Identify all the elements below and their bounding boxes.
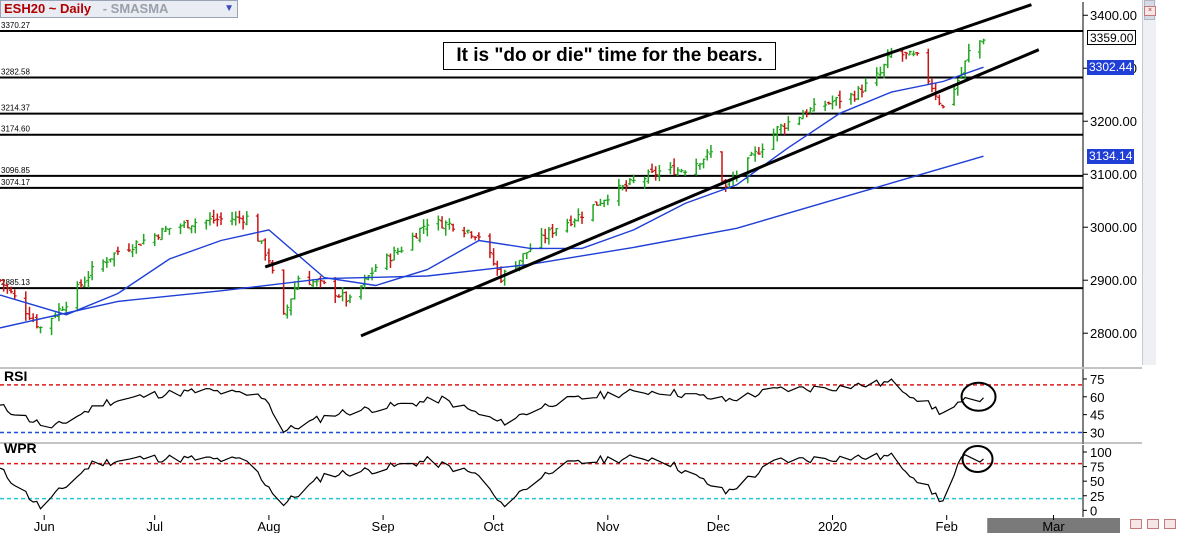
- rsi-highlight-circle: [960, 381, 997, 412]
- price-label: 3134.14: [1087, 149, 1135, 165]
- sma-long-line: [0, 155, 984, 329]
- wpr-line: [0, 452, 984, 510]
- level-label: 3096.85: [1, 166, 30, 175]
- level-label: 3370.27: [1, 21, 30, 30]
- x-tick-label: Jun: [34, 519, 55, 533]
- price-label: 3302.44: [1087, 59, 1135, 75]
- close-icon[interactable]: ×: [1144, 6, 1156, 16]
- sma-short-line: [0, 66, 984, 316]
- horizontal-levels: 3370.27 3282.58 3214.37 3174.60 3096.85 3074.…: [0, 21, 1083, 290]
- window-button-middle[interactable]: [1147, 519, 1159, 529]
- rsi-line: [0, 378, 984, 434]
- future-region-bar: [987, 518, 1120, 533]
- y-tick-label: 3200.00: [1090, 114, 1137, 129]
- window-button-left[interactable]: [1130, 519, 1142, 529]
- symbol-label: ESH20 ~ Daily: [4, 1, 92, 16]
- time-axis: Jun Jul Aug Sep Oct Nov Dec 2020 Feb Mar: [34, 515, 1120, 534]
- y-tick-label: 45: [1090, 408, 1104, 423]
- x-tick-label: Aug: [257, 519, 280, 533]
- x-tick-label: Nov: [596, 519, 620, 533]
- x-tick-label: Feb: [936, 519, 958, 533]
- price-candles: [0, 38, 986, 336]
- wpr-title: WPR: [4, 440, 37, 456]
- x-tick-label: Sep: [372, 519, 395, 533]
- y-tick-label: 75: [1090, 372, 1104, 387]
- y-tick-label: 30: [1090, 425, 1104, 440]
- moving-averages: [0, 66, 984, 329]
- y-tick-label: 3000.00: [1090, 220, 1137, 235]
- level-label: 2885.13: [1, 278, 30, 287]
- annotation-box: It is "do or die" time for the bears.: [443, 42, 776, 70]
- window-button-right[interactable]: [1164, 519, 1176, 529]
- symbol-selector[interactable]: ESH20 ~ Daily - SMASMA ▼: [0, 0, 238, 18]
- trendline-upper: [264, 3, 1032, 269]
- x-tick-label: Oct: [483, 519, 504, 533]
- highlight-circles: [960, 381, 997, 473]
- wpr-highlight-circle: [961, 445, 994, 473]
- y-tick-label: 50: [1090, 474, 1104, 489]
- indicator-label: - SMASMA: [102, 1, 169, 16]
- trend-channel: [264, 3, 1040, 338]
- rsi-panel: RSI 75 60 45 30: [0, 368, 1104, 440]
- level-label: 3074.17: [1, 178, 30, 187]
- y-tick-label: 100: [1090, 445, 1112, 460]
- chevron-down-icon[interactable]: ▼: [224, 3, 234, 14]
- price-axis: 3400.003300.003200.003100.003000.002900.…: [1083, 8, 1137, 341]
- price-grid: [0, 2, 1142, 517]
- price-label: 3359.00: [1087, 29, 1137, 45]
- trendline-lower: [360, 48, 1040, 338]
- x-tick-label: Mar: [1042, 519, 1065, 533]
- x-tick-label: 2020: [818, 519, 847, 533]
- y-tick-label: 60: [1090, 390, 1104, 405]
- level-label: 3214.37: [1, 104, 30, 113]
- y-tick-label: 25: [1090, 489, 1104, 504]
- y-tick-label: 0: [1090, 503, 1097, 518]
- y-tick-label: 3400.00: [1090, 8, 1137, 23]
- x-tick-label: Jul: [146, 519, 163, 533]
- level-label: 3282.58: [1, 67, 30, 76]
- y-tick-label: 2900.00: [1090, 273, 1137, 288]
- level-label: 3174.60: [1, 125, 30, 134]
- x-tick-label: Dec: [707, 519, 731, 533]
- y-tick-label: 75: [1090, 460, 1104, 475]
- price-scrollbar[interactable]: [1142, 0, 1156, 365]
- rsi-title: RSI: [4, 368, 27, 384]
- y-tick-label: 2800.00: [1090, 326, 1137, 341]
- y-tick-label: 3100.00: [1090, 167, 1137, 182]
